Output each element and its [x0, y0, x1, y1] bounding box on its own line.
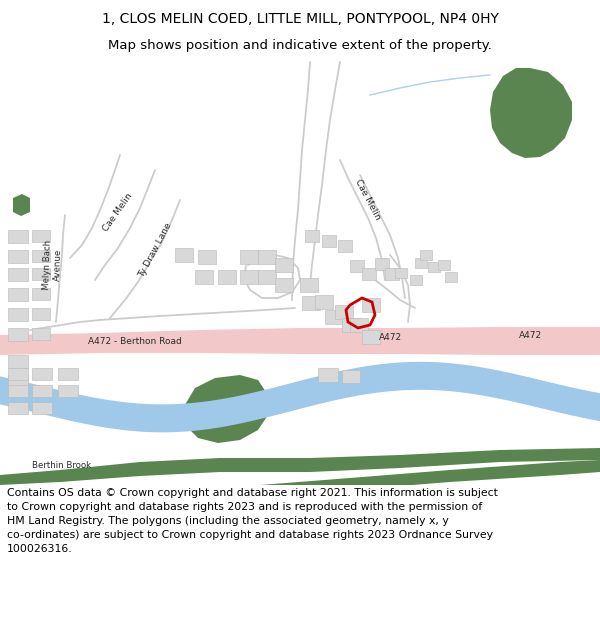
- Text: Berthin Brook: Berthin Brook: [32, 461, 91, 469]
- Bar: [342, 318, 360, 332]
- Bar: [8, 385, 28, 397]
- Polygon shape: [260, 460, 600, 498]
- Bar: [415, 258, 427, 268]
- Bar: [8, 288, 28, 301]
- Bar: [275, 278, 293, 292]
- Bar: [240, 250, 258, 264]
- Bar: [32, 402, 52, 414]
- Bar: [410, 275, 422, 285]
- Bar: [322, 235, 336, 247]
- Bar: [350, 260, 364, 272]
- Text: Melyn Bach
Avenue: Melyn Bach Avenue: [43, 239, 64, 291]
- Bar: [8, 402, 28, 414]
- Bar: [362, 268, 376, 280]
- Bar: [375, 258, 389, 270]
- Text: A472: A472: [379, 334, 401, 342]
- Polygon shape: [183, 375, 268, 443]
- Bar: [32, 250, 50, 262]
- Bar: [8, 230, 28, 243]
- Bar: [302, 296, 320, 310]
- Bar: [420, 250, 432, 260]
- Bar: [8, 375, 28, 388]
- Bar: [445, 272, 457, 282]
- Bar: [58, 368, 78, 380]
- Text: Cae Melin: Cae Melin: [101, 191, 134, 233]
- Bar: [175, 248, 193, 262]
- Bar: [385, 268, 399, 280]
- Text: 1, CLOS MELIN COED, LITTLE MILL, PONTYPOOL, NP4 0HY: 1, CLOS MELIN COED, LITTLE MILL, PONTYPO…: [101, 12, 499, 26]
- Bar: [32, 308, 50, 320]
- Bar: [32, 268, 50, 280]
- Bar: [32, 385, 52, 397]
- Bar: [275, 258, 293, 272]
- Polygon shape: [0, 327, 600, 355]
- Bar: [8, 308, 28, 321]
- Bar: [8, 355, 28, 368]
- Bar: [218, 270, 236, 284]
- Bar: [32, 328, 50, 340]
- Bar: [8, 368, 28, 380]
- Bar: [198, 250, 216, 264]
- Bar: [195, 270, 213, 284]
- Text: Ty Draw Lane: Ty Draw Lane: [137, 221, 173, 279]
- Polygon shape: [490, 68, 572, 158]
- Polygon shape: [13, 194, 30, 216]
- Bar: [362, 330, 380, 344]
- Text: Cae Melin: Cae Melin: [353, 178, 382, 222]
- Bar: [342, 370, 360, 383]
- Bar: [325, 310, 343, 324]
- Bar: [318, 368, 338, 382]
- Bar: [305, 230, 319, 242]
- Bar: [8, 250, 28, 263]
- Text: A472: A472: [518, 331, 542, 339]
- Bar: [335, 305, 353, 319]
- Bar: [395, 268, 407, 278]
- Bar: [258, 250, 276, 264]
- Bar: [8, 328, 28, 341]
- Bar: [58, 385, 78, 397]
- Polygon shape: [0, 362, 600, 432]
- Bar: [300, 278, 318, 292]
- Bar: [8, 268, 28, 281]
- Bar: [438, 260, 450, 270]
- Text: A472 - Berthon Road: A472 - Berthon Road: [88, 338, 182, 346]
- Bar: [258, 270, 276, 284]
- Bar: [32, 230, 50, 242]
- Text: Map shows position and indicative extent of the property.: Map shows position and indicative extent…: [108, 39, 492, 51]
- Bar: [428, 262, 440, 272]
- Text: Contains OS data © Crown copyright and database right 2021. This information is : Contains OS data © Crown copyright and d…: [7, 488, 498, 554]
- Bar: [240, 270, 258, 284]
- Bar: [350, 318, 368, 332]
- Bar: [338, 240, 352, 252]
- Bar: [362, 298, 380, 312]
- Polygon shape: [0, 448, 600, 485]
- Bar: [315, 295, 333, 309]
- Bar: [32, 368, 52, 380]
- Bar: [32, 288, 50, 300]
